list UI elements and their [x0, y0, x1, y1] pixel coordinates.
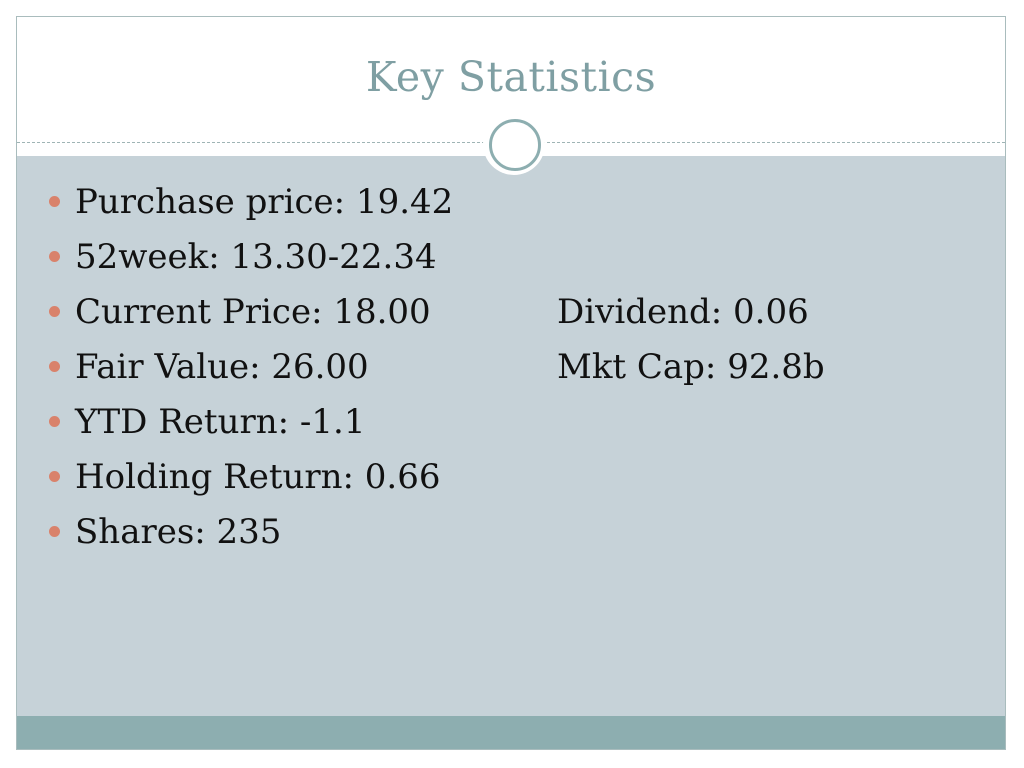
bullet-text-dividend: Dividend: 0.06: [557, 292, 809, 332]
circle-ornament-icon: [483, 113, 545, 175]
bullet-item-shares: Shares: 235: [17, 511, 1005, 566]
bullet-dot-icon: [49, 251, 60, 262]
bullet-dot-icon: [49, 196, 60, 207]
bullet-text: Purchase price: 19.42: [75, 182, 454, 222]
bullet-item-fair-value: Fair Value: 26.00 Mkt Cap: 92.8b: [17, 346, 1005, 401]
bullet-dot-icon: [49, 361, 60, 372]
bullet-item-holding-return: Holding Return: 0.66: [17, 456, 1005, 511]
bullet-text: 52week: 13.30-22.34: [75, 237, 437, 277]
bullet-text-mkt-cap: Mkt Cap: 92.8b: [557, 347, 825, 387]
slide-title: Key Statistics: [365, 53, 657, 101]
bullet-list: Purchase price: 19.42 52week: 13.30-22.3…: [17, 181, 1005, 566]
slide: Key Statistics Purchase price: 19.42 52w…: [16, 16, 1006, 750]
bullet-dot-icon: [49, 471, 60, 482]
bullet-dot-icon: [49, 306, 60, 317]
bullet-item-52week: 52week: 13.30-22.34: [17, 236, 1005, 291]
bullet-dot-icon: [49, 526, 60, 537]
bullet-text: YTD Return: -1.1: [75, 402, 366, 442]
bullet-dot-icon: [49, 416, 60, 427]
bullet-text: Fair Value: 26.00: [75, 347, 369, 387]
bullet-item-purchase-price: Purchase price: 19.42: [17, 181, 1005, 236]
bullet-item-ytd-return: YTD Return: -1.1: [17, 401, 1005, 456]
bullet-text: Holding Return: 0.66: [75, 457, 441, 497]
bullet-text: Shares: 235: [75, 512, 282, 552]
footer-band: [17, 716, 1005, 749]
circle-ring: [489, 119, 541, 171]
bullet-item-current-price: Current Price: 18.00 Dividend: 0.06: [17, 291, 1005, 346]
content-area: [17, 156, 1005, 716]
bullet-text: Current Price: 18.00: [75, 292, 431, 332]
